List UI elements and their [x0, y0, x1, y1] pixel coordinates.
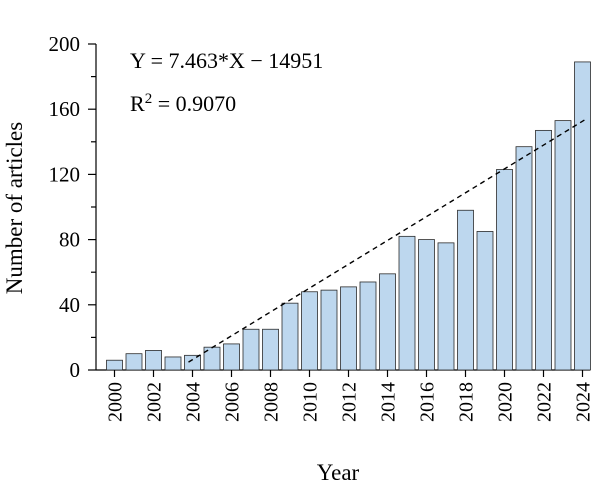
bar-2003: [164, 356, 182, 371]
bar-2008: [262, 328, 279, 371]
x-tick-label-2008: 2008: [261, 382, 283, 422]
bar-2011: [320, 289, 338, 371]
bar-2012: [340, 286, 357, 371]
r-squared-r: R: [130, 91, 145, 116]
bar-2017: [437, 242, 455, 371]
y-ticks: 0 40 80 120 160 200: [49, 32, 96, 382]
y-tick-label-120: 120: [49, 162, 81, 186]
r-squared-superscript: 2: [145, 91, 153, 107]
bar-2004: [184, 354, 201, 371]
bar-2018: [457, 209, 474, 371]
x-ticks: 2000 2002 2004 2006 2008 2010 2012 2014 2016 2018…: [105, 370, 595, 422]
r-squared-label: R2 = 0.9070: [130, 91, 236, 116]
bar-2013: [359, 281, 377, 371]
bar-2024: [574, 61, 591, 371]
y-tick-label-200: 200: [49, 32, 81, 56]
x-tick-label-2000: 2000: [105, 382, 127, 422]
x-tick-label-2002: 2002: [144, 382, 166, 422]
bar-2010: [301, 291, 318, 371]
regression-equation: Y = 7.463*X − 14951: [130, 48, 323, 73]
x-tick-label-2012: 2012: [339, 382, 361, 422]
bar-2014: [379, 273, 396, 371]
bar-2023: [554, 120, 572, 371]
x-axis-title: Year: [317, 460, 360, 485]
y-tick-label-0: 0: [70, 358, 81, 382]
r-squared-value: = 0.9070: [152, 91, 236, 116]
bar-2000: [106, 359, 123, 371]
trend-line: [188, 118, 587, 363]
x-tick-label-2004: 2004: [183, 382, 205, 422]
bar-2006: [223, 343, 240, 371]
x-tick-label-2016: 2016: [417, 382, 439, 422]
bar-2001: [125, 353, 143, 371]
y-tick-label-40: 40: [59, 293, 80, 317]
x-tick-label-2018: 2018: [456, 382, 478, 422]
bar-2007: [242, 328, 260, 371]
x-tick-label-2014: 2014: [378, 382, 400, 422]
x-tick-label-2010: 2010: [300, 382, 322, 422]
x-tick-label-2024: 2024: [573, 382, 595, 422]
bars: [106, 61, 591, 371]
y-axis-title: Number of articles: [2, 122, 27, 294]
bar-2021: [515, 146, 533, 371]
bar-2022: [535, 129, 552, 371]
y-tick-label-80: 80: [59, 228, 80, 252]
x-tick-label-2020: 2020: [495, 382, 517, 422]
bar-2015: [398, 235, 416, 371]
x-tick-label-2006: 2006: [222, 382, 244, 422]
bar-2002: [145, 350, 162, 371]
bar-2020: [496, 169, 513, 371]
y-tick-label-160: 160: [49, 97, 81, 121]
x-tick-label-2022: 2022: [534, 382, 556, 422]
bar-2016: [418, 239, 435, 371]
bar-2019: [476, 231, 494, 371]
bar-2009: [281, 302, 299, 371]
